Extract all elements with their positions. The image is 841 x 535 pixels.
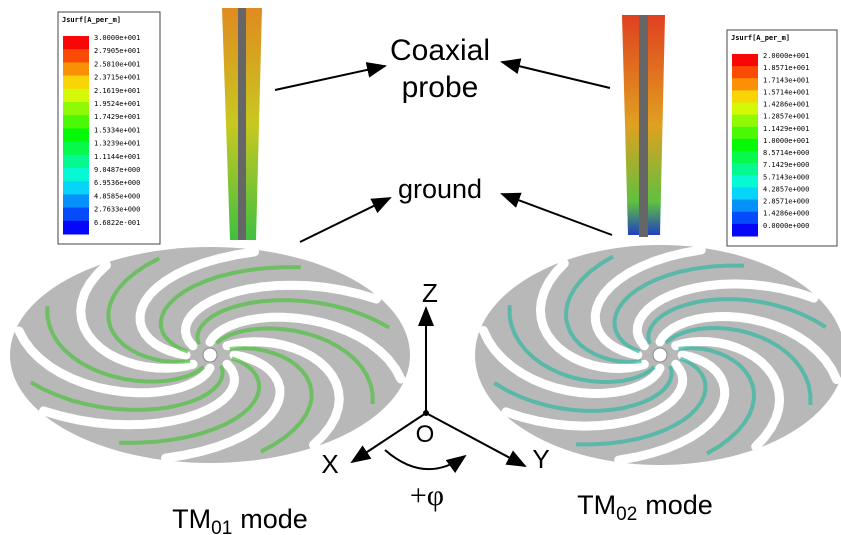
phi-arc [385,450,465,469]
colorbar-swatch [732,212,758,225]
phi-label: +φ [410,479,444,512]
right-probe-core [639,15,648,237]
colorbar-label: 1.1429e+001 [763,125,809,133]
mode-suffix: mode [240,504,308,534]
colorbar-swatch [732,115,758,128]
colorbar-swatch [732,78,758,91]
colorbar-label: 2.5810e+001 [94,60,140,68]
colorbar-swatch [63,181,89,195]
colorbar-label: 2.3715e+001 [94,74,140,82]
colorbar-title: Jsurf[A_per_m] [62,16,121,24]
mode-name: TM [577,490,616,520]
colorbar-swatch [63,115,89,129]
left-probe-core [238,8,246,240]
arrow [275,66,385,90]
mode-name: TM [172,504,211,534]
colorbar-label: 2.7633e+000 [94,206,140,214]
colorbar-swatch [732,54,758,67]
colorbar-label: 1.4286e+001 [763,101,809,109]
mode-sub: 02 [616,504,637,525]
colorbar-label: 6.6822e-001 [94,219,140,227]
colorbar-label: 6.9536e+000 [94,179,140,187]
mode-label: TM01 mode [172,504,308,535]
colorbar-label: 4.2857e+000 [763,185,809,193]
colorbar-label: 1.4286e+000 [763,210,809,218]
colorbar-swatch [63,89,89,103]
colorbar-label: 4.8585e+000 [94,192,140,200]
colorbar-swatch [732,66,758,79]
colorbar-label: 1.8571e+001 [763,64,809,72]
colorbar-swatch [63,102,89,116]
colorbar-label: 1.2857e+001 [763,113,809,121]
colorbar-label: 1.1144e+001 [94,153,140,161]
colorbar-label: 1.7143e+001 [763,76,809,84]
ground-label: ground [398,174,482,204]
mode-suffix: mode [645,490,713,520]
colorbar-title: Jsurf[A_per_m] [731,34,790,42]
colorbar-swatch [63,208,89,222]
colorbar-swatch [732,103,758,116]
colorbar-swatch [732,127,758,140]
figure: Coaxial probe ground Z O X Y +φ TM01mode… [0,0,841,535]
arrow [300,198,390,242]
origin [423,410,429,416]
arrow [502,194,612,235]
probe-label: probe [402,71,479,104]
mode-label: TM02 mode [577,490,713,525]
colorbar-swatch [63,142,89,156]
coaxial-label: Coaxial [390,34,490,67]
y-label: Y [532,444,549,474]
colorbar-swatch [732,163,758,176]
colorbar-label: 2.8571e+000 [763,198,809,206]
y-axis [426,413,525,466]
colorbar-swatch [63,155,89,169]
colorbar-swatch [732,224,758,237]
o-label: O [416,421,435,448]
colorbar-label: 1.3239e+001 [94,140,140,148]
colorbar-swatch [63,36,89,50]
colorbar-swatch [732,90,758,103]
disc-hole [653,348,667,362]
colorbar-swatch [732,200,758,213]
colorbar-swatch [63,168,89,182]
colorbar-label: 2.0000e+001 [763,52,809,60]
disc-hole [203,348,217,362]
colorbar-swatch [63,49,89,63]
colorbar-swatch [63,62,89,76]
colorbar-label: 1.5714e+001 [763,88,809,96]
mode-sub: 01 [211,518,232,535]
colorbar-label: 0.0000e+000 [763,222,809,230]
colorbar-swatch [732,187,758,200]
colorbar-label: 1.7429e+001 [94,113,140,121]
arrow [502,62,610,88]
colorbar: Jsurf[A_per_m] 3.0000e+001 2.7905e+001 2.58… [58,12,160,244]
colorbar-label: 1.9524e+001 [94,100,140,108]
colorbar-swatch [63,76,89,90]
x-label: X [321,449,338,479]
colorbar-label: 3.0000e+001 [94,34,140,42]
colorbar-swatch [732,151,758,164]
colorbar-label: 2.7905e+001 [94,47,140,55]
colorbar-swatch [63,194,89,208]
colorbar-label: 1.0000e+001 [763,137,809,145]
colorbar-label: 8.5714e+000 [763,149,809,157]
colorbar-label: 1.5334e+001 [94,126,140,134]
colorbar-swatch [732,175,758,188]
colorbar-swatch [63,128,89,142]
colorbar-label: 2.1619e+001 [94,87,140,95]
colorbar-swatch [63,221,89,235]
callouts: Coaxial probe ground [275,34,612,242]
z-label: Z [422,278,438,308]
colorbar-label: 9.0487e+000 [94,166,140,174]
colorbar-label: 7.1429e+000 [763,161,809,169]
colorbar-label: 5.7143e+000 [763,173,809,181]
colorbar-swatch [732,139,758,152]
colorbar: Jsurf[A_per_m] 2.0000e+001 1.8571e+001 1.71… [727,30,837,246]
